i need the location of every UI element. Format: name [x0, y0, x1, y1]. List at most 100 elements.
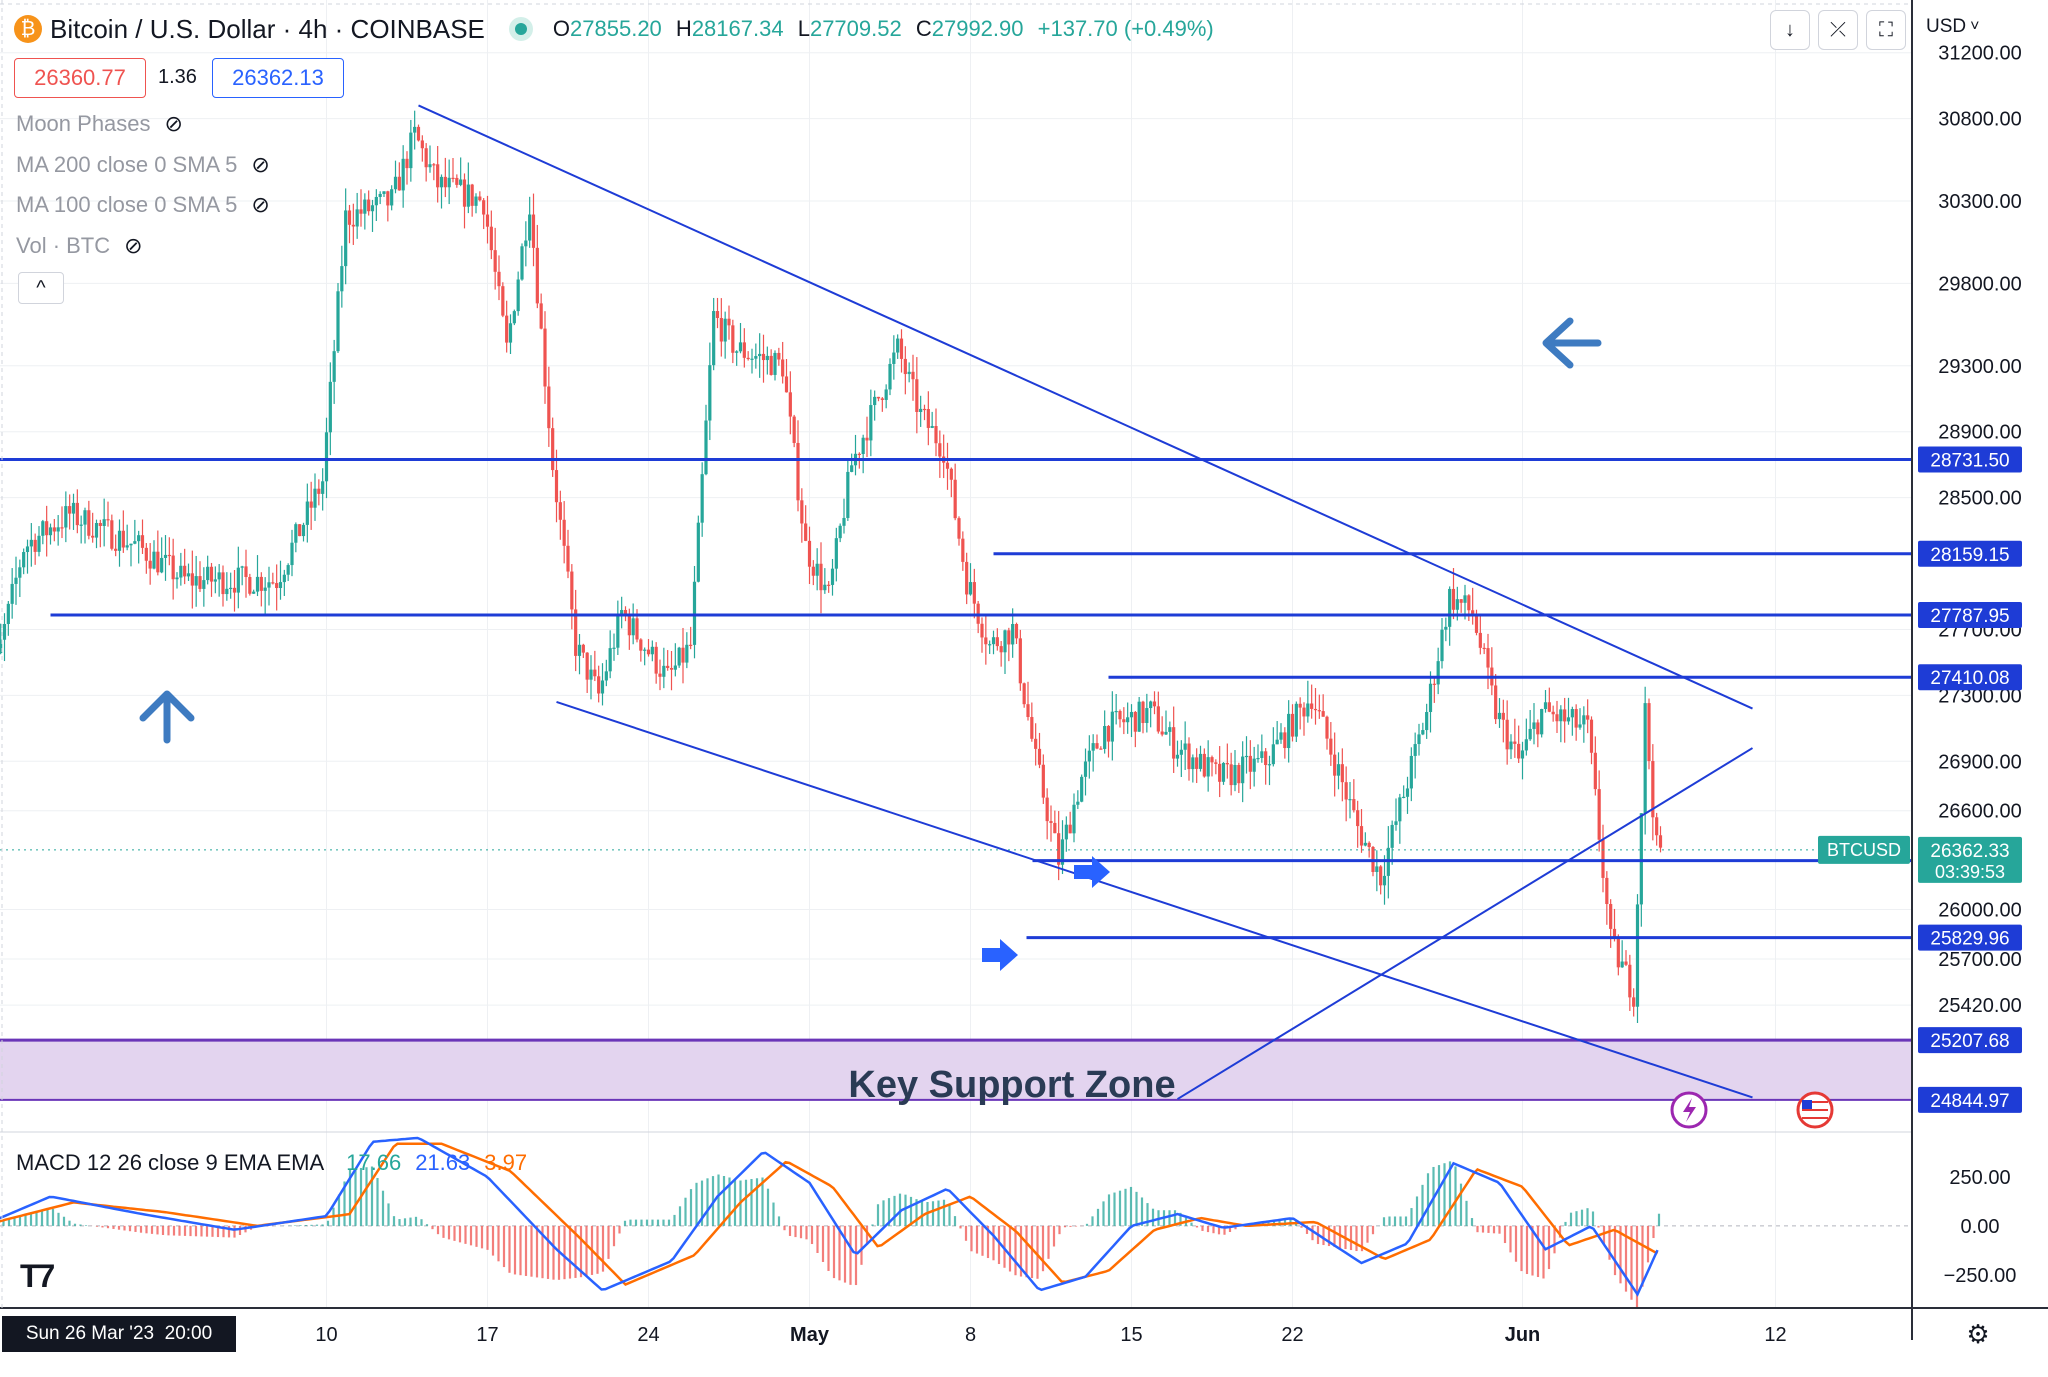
- bid-price-button[interactable]: 26360.77: [14, 58, 146, 98]
- candle-up: [175, 577, 179, 580]
- eye-hidden-icon[interactable]: ⊘: [251, 192, 270, 217]
- legend-collapse-button[interactable]: ^: [18, 272, 64, 304]
- fullscreen-button[interactable]: ⛶: [1866, 10, 1906, 50]
- candle-up: [217, 572, 221, 580]
- candle-down: [1118, 710, 1122, 720]
- candle-down: [1597, 789, 1601, 840]
- logo-icon: T7: [20, 1258, 55, 1294]
- open-value: 27855.20: [570, 16, 662, 41]
- legend-ma-200[interactable]: MA 200 close 0 SMA 5 ⊘: [16, 150, 270, 180]
- candle-up: [240, 566, 244, 568]
- candle-down: [539, 303, 543, 329]
- settings-button[interactable]: ⚙: [1960, 1316, 1996, 1352]
- arrow-right-shape: [1074, 856, 1110, 888]
- candle-up: [37, 535, 41, 552]
- candle-up: [163, 554, 168, 558]
- candle-down: [1482, 647, 1486, 650]
- candle-down: [45, 521, 49, 536]
- arrow-right-icon: [1074, 856, 1110, 888]
- candle-down: [91, 535, 95, 538]
- candle-up: [861, 437, 865, 454]
- horizontal-levels[interactable]: [0, 457, 1912, 940]
- candle-up: [1110, 711, 1114, 742]
- candle-up: [1559, 709, 1563, 722]
- candle-down: [1248, 755, 1252, 772]
- candle-up: [750, 358, 754, 360]
- x-tick-label: 12: [1764, 1324, 1786, 1346]
- candle-up: [1409, 755, 1413, 789]
- candle-down: [416, 126, 421, 141]
- candle-down: [669, 667, 674, 670]
- macd-title: MACD 12 26 close 9 EMA EMA: [16, 1150, 325, 1175]
- candle-down: [1609, 904, 1613, 929]
- candle-down: [811, 566, 815, 576]
- candle-down: [1586, 715, 1590, 720]
- candle-down: [485, 214, 490, 227]
- candle-up: [1233, 765, 1237, 786]
- candle-up: [324, 432, 329, 482]
- eye-hidden-icon[interactable]: ⊘: [124, 233, 143, 258]
- candle-down: [995, 637, 999, 647]
- x-tick-label: Jun: [1505, 1324, 1541, 1346]
- collapse-button[interactable]: ⤫: [1818, 10, 1858, 50]
- legend-volume[interactable]: Vol · BTC ⊘: [16, 231, 143, 261]
- candle-down: [171, 555, 175, 580]
- candle-down: [865, 437, 869, 441]
- candle-down: [505, 315, 509, 343]
- candle-down: [462, 179, 467, 207]
- candle-up: [1206, 757, 1210, 777]
- currency-selector[interactable]: USD ˅: [1926, 12, 1979, 42]
- candle-up: [608, 648, 612, 672]
- candle-up: [332, 351, 336, 382]
- event-markers[interactable]: [1670, 1091, 1834, 1129]
- trendlines[interactable]: [418, 104, 1754, 1100]
- candle-down: [1172, 727, 1176, 759]
- macd-legend[interactable]: MACD 12 26 close 9 EMA EMA 17.66 21.63 3…: [16, 1148, 527, 1178]
- candle-down: [654, 646, 658, 674]
- candle-up: [612, 647, 616, 649]
- candle-up: [735, 351, 739, 353]
- candle-down: [543, 328, 547, 387]
- legend-moon-phases[interactable]: Moon Phases ⊘: [16, 109, 183, 139]
- scroll-down-button[interactable]: ↓: [1770, 10, 1810, 50]
- candle-up: [102, 519, 106, 526]
- candle-up: [1425, 711, 1429, 731]
- tradingview-logo[interactable]: T7: [20, 1258, 55, 1295]
- eye-hidden-icon[interactable]: ⊘: [251, 152, 270, 177]
- legend-label: Moon Phases: [16, 111, 151, 136]
- y-tick-label: 28500.00: [1938, 488, 2021, 510]
- candle-down: [244, 566, 248, 578]
- candle-up: [1252, 758, 1256, 772]
- candle-down: [551, 428, 555, 471]
- candle-down: [857, 453, 861, 456]
- candle-down: [198, 576, 202, 589]
- level-price-label: 27787.95: [1930, 606, 2009, 627]
- candle-up: [512, 311, 516, 324]
- candle-down: [1237, 765, 1241, 784]
- candle-down: [367, 199, 371, 212]
- candle-down: [221, 572, 225, 595]
- collapse-icon: ⤫: [1830, 18, 1846, 41]
- candle-down: [1632, 997, 1636, 1007]
- candle-up: [1145, 708, 1149, 724]
- candle-up: [390, 189, 394, 206]
- legend-ma-100[interactable]: MA 100 close 0 SMA 5 ⊘: [16, 190, 270, 220]
- candle-down: [1551, 711, 1555, 715]
- us-flag-icon[interactable]: [1796, 1091, 1834, 1129]
- last-price-badge: [1918, 836, 2022, 883]
- ask-price-button[interactable]: 26362.13: [212, 58, 344, 98]
- candle-down: [167, 554, 171, 557]
- candle-up: [516, 279, 520, 312]
- symbol-header[interactable]: ₿ Bitcoin / U.S. Dollar · 4h · COINBASE …: [14, 12, 1214, 46]
- candle-up: [56, 527, 60, 532]
- candle-down: [535, 247, 539, 304]
- candle-up: [1137, 701, 1141, 732]
- candle-down: [1106, 726, 1111, 742]
- candle-up: [873, 396, 877, 406]
- candle-up: [71, 502, 76, 514]
- arrow-annotations[interactable]: [139, 317, 1602, 971]
- eye-hidden-icon[interactable]: ⊘: [164, 111, 183, 136]
- lightning-icon[interactable]: [1670, 1091, 1708, 1129]
- candle-up: [344, 210, 348, 267]
